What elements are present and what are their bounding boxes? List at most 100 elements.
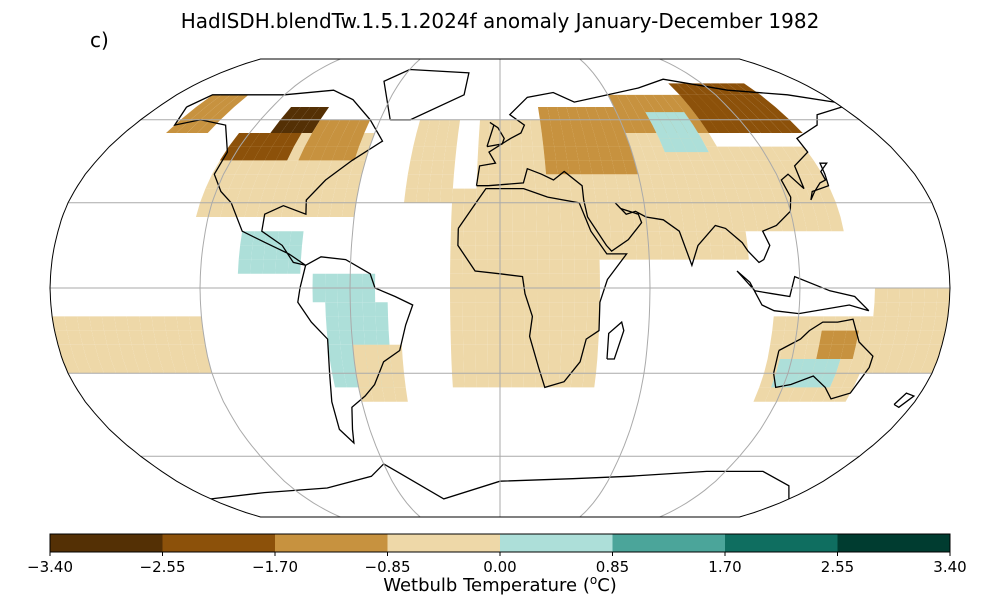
colorbar-tick-label: 2.55 (820, 558, 855, 576)
anomaly-cell (445, 132, 459, 147)
anomaly-cell (261, 132, 281, 147)
anomaly-cell (569, 119, 584, 133)
anomaly-cell (871, 316, 886, 331)
anomaly-cell (430, 160, 444, 175)
anomaly-cell (475, 259, 488, 274)
anomaly-cell (668, 160, 685, 175)
anomaly-cell (822, 387, 842, 402)
anomaly-cell (629, 188, 644, 203)
anomaly-cell (603, 174, 618, 189)
anomaly-cell (378, 358, 392, 374)
anomaly-cell (329, 358, 344, 374)
anomaly-cell (210, 107, 235, 120)
anomaly-cell (341, 202, 356, 218)
anomaly-cell (716, 146, 736, 161)
anomaly-cell (224, 94, 249, 108)
anomaly-cell (549, 119, 563, 133)
anomaly-cell (512, 245, 525, 260)
anomaly-cell (548, 344, 562, 359)
anomaly-cell (337, 273, 351, 288)
anomaly-cell (828, 217, 844, 232)
anomaly-cell (195, 358, 212, 374)
anomaly-cell (623, 107, 640, 120)
anomaly-cell (500, 273, 513, 288)
anomaly-cell (250, 259, 264, 274)
anomaly-cell (475, 231, 488, 246)
anomaly-cell (682, 217, 697, 232)
anomaly-cell (475, 302, 488, 317)
anomaly-cell (586, 146, 601, 161)
anomaly-cell (635, 132, 652, 147)
anomaly-cell (79, 330, 95, 345)
anomaly-cell (831, 330, 847, 345)
globe-outline (49, 58, 951, 518)
anomaly-cell (596, 202, 610, 218)
anomaly-cell (500, 288, 513, 303)
anomaly-cell (690, 160, 708, 175)
anomaly-cell (694, 217, 709, 232)
anomaly-cell (592, 174, 607, 189)
anomaly-cell (348, 132, 365, 147)
anomaly-cell (325, 302, 339, 317)
anomaly-cell (585, 344, 599, 359)
anomaly-cell (746, 160, 765, 175)
anomaly-cell (580, 174, 595, 189)
colorbar-segment (50, 534, 163, 552)
anomaly-cell (788, 387, 807, 402)
anomaly-cell (110, 358, 128, 374)
anomaly-cell (641, 188, 656, 203)
anomaly-cell (776, 387, 795, 402)
anomaly-cell (362, 302, 376, 317)
anomaly-cell (275, 146, 294, 161)
anomaly-cell (343, 119, 361, 133)
anomaly-cell (582, 373, 596, 388)
anomaly-cell (376, 330, 390, 345)
anomaly-cell (268, 202, 284, 218)
anomaly-cell (346, 174, 362, 189)
anomaly-cell (287, 174, 305, 189)
anomaly-cell (328, 344, 342, 359)
anomaly-cell (524, 330, 538, 345)
anomaly-cell (674, 112, 694, 126)
anomaly-cell (784, 316, 799, 331)
anomaly-cell (896, 316, 911, 331)
anomaly-cell (131, 344, 148, 359)
anomaly-cell (350, 316, 364, 331)
anomaly-cell (689, 107, 710, 120)
anomaly-cell (656, 202, 671, 218)
anomaly-cell (559, 119, 574, 133)
anomaly-cell (765, 107, 790, 120)
anomaly-cell (913, 344, 930, 359)
anomaly-cell (309, 146, 327, 161)
anomaly-cell (635, 231, 649, 246)
anomaly-cell (176, 316, 191, 331)
anomaly-cell (562, 132, 576, 147)
anomaly-cell (523, 174, 536, 189)
anomaly-cell (634, 160, 650, 175)
anomaly-cell (574, 288, 588, 303)
anomaly-cell (475, 344, 488, 359)
anomaly-cell (487, 245, 500, 260)
anomaly-cell (560, 202, 573, 218)
anomaly-cell (679, 94, 700, 108)
anomaly-cell (701, 160, 719, 175)
anomaly-cell (283, 132, 302, 147)
anomaly-cell (298, 146, 316, 161)
anomaly-cell (475, 358, 488, 374)
anomaly-cell (119, 344, 136, 359)
anomaly-cell (615, 174, 630, 189)
anomaly-cell (652, 125, 670, 139)
anomaly-cell (280, 107, 301, 120)
anomaly-cell (432, 146, 446, 161)
anomaly-cell (488, 174, 500, 189)
anomaly-cell (804, 344, 820, 359)
anomaly-cell (450, 302, 463, 317)
coastline (297, 256, 414, 445)
anomaly-cell (710, 245, 724, 260)
anomaly-cell (636, 245, 650, 260)
anomaly-cell (404, 188, 418, 203)
anomaly-cell (344, 188, 359, 203)
anomaly-cell (574, 245, 588, 260)
anomaly-cell (933, 316, 948, 331)
